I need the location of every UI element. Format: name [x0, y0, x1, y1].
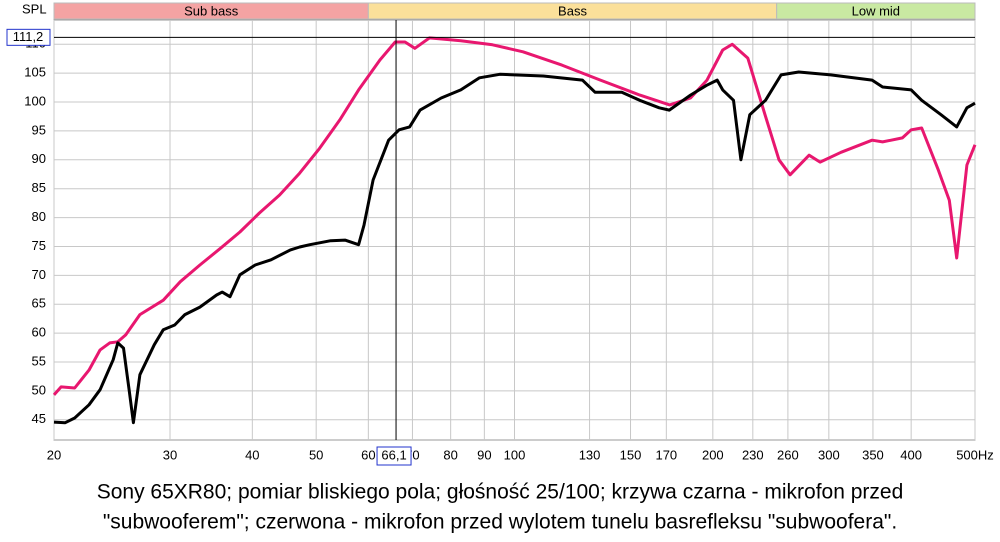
x-tick-label: 300	[818, 447, 840, 462]
x-tick-label: 200	[702, 447, 724, 462]
cursor-label: 66,1	[381, 447, 406, 462]
series-line	[53, 70, 976, 425]
y-axis-label: SPL	[22, 1, 47, 16]
y-tick-label: 55	[32, 353, 46, 368]
x-tick-label: 80	[443, 447, 457, 462]
x-tick-label: 100	[504, 447, 526, 462]
x-tick-label: 350	[862, 447, 884, 462]
band	[776, 2, 976, 20]
x-tick-label: 500Hz	[956, 447, 994, 462]
y-tick-label: 70	[32, 267, 46, 282]
x-tick-label: 400	[900, 447, 922, 462]
y-tick-label: 50	[32, 382, 46, 397]
y-tick-label: 65	[32, 296, 46, 311]
band-label: Low mid	[852, 3, 900, 18]
caption-line: Sony 65XR80; pomiar bliskiego pola; głoś…	[97, 481, 904, 504]
band-label: Bass	[558, 3, 587, 18]
x-tick-label: 230	[742, 447, 764, 462]
cursor-box	[6, 28, 51, 46]
x-tick-label: 90	[477, 447, 491, 462]
band-label: Sub bass	[184, 3, 239, 18]
y-tick-label: 90	[32, 151, 46, 166]
cursor-label: 111,2	[13, 29, 44, 44]
x-tick-label: 130	[579, 447, 601, 462]
series-line	[52, 36, 977, 396]
caption-line: "subwooferem"; czerwona - mikrofon przed…	[103, 511, 897, 534]
x-tick-label: 150	[620, 447, 642, 462]
y-tick-label: 100	[24, 93, 46, 108]
x-tick-label: 50	[309, 447, 323, 462]
y-tick-label: 75	[32, 238, 46, 253]
cursor-box	[376, 446, 412, 466]
y-tick-label: 85	[32, 180, 46, 195]
y-tick-label: 45	[32, 411, 46, 426]
x-tick-label: 60	[361, 447, 375, 462]
x-tick-label: 20	[47, 447, 61, 462]
x-tick-label: 170	[655, 447, 677, 462]
y-tick-label: 80	[32, 209, 46, 224]
x-tick-label: 40	[245, 447, 259, 462]
y-tick-label: 60	[32, 325, 46, 340]
x-tick-label: 30	[163, 447, 177, 462]
x-tick-label: 260	[777, 447, 799, 462]
y-tick-label: 95	[32, 122, 46, 137]
y-tick-label: 105	[24, 65, 46, 80]
